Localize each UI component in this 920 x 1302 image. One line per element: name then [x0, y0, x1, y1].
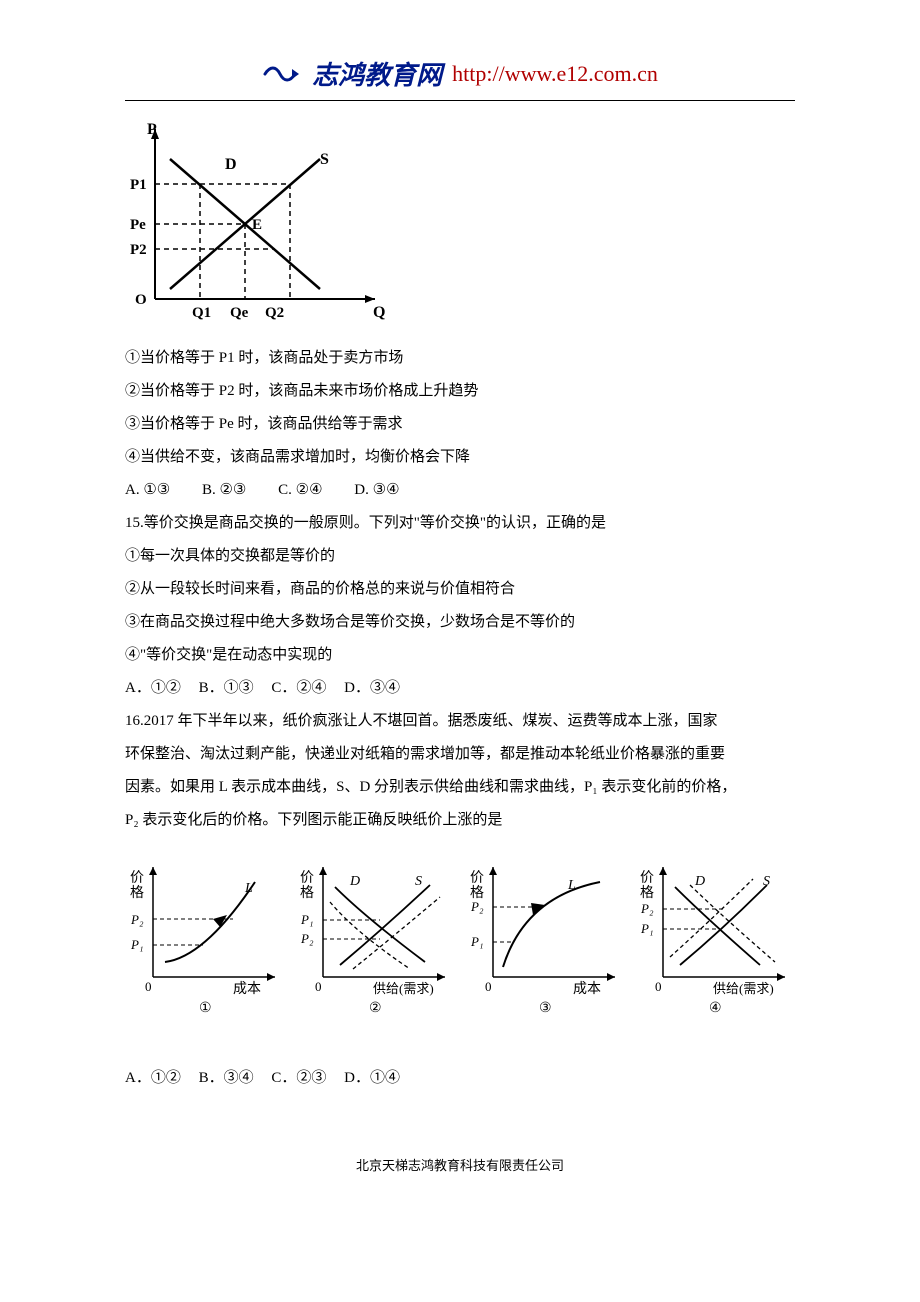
svg-text:P: P — [147, 121, 157, 138]
q14-statement-4: ④当供给不变，该商品需求增加时，均衡价格会下降 — [125, 441, 795, 474]
mini-chart-1: 价 格 P₂ P₁ 0 成本 L ① — [125, 857, 285, 1022]
svg-text:Qe: Qe — [230, 305, 249, 321]
svg-text:价: 价 — [130, 870, 144, 886]
svg-text:L: L — [244, 881, 253, 896]
q15-statement-4: ④"等价交换"是在动态中实现的 — [125, 639, 795, 672]
svg-text:E: E — [252, 217, 262, 233]
document-content: P P1 Pe P2 O Q1 Qe Q2 Q D S E ①当价格等于 P1 … — [125, 119, 795, 1095]
q16-stem-line2: 环保整治、淘汰过剩产能，快递业对纸箱的需求增加等，都是推动本轮纸业价格暴涨的重要 — [125, 738, 795, 771]
svg-text:0: 0 — [655, 979, 662, 994]
svg-text:P₂: P₂ — [640, 901, 654, 916]
q16-option-c: C．②③ — [271, 1062, 326, 1095]
svg-text:0: 0 — [145, 979, 152, 994]
mini-chart-2: 价 格 P₁ P₂ 0 供给(需求) D S ② — [295, 857, 455, 1022]
svg-text:0: 0 — [315, 979, 322, 994]
q14-options: A. ①③ B. ②③ C. ②④ D. ③④ — [125, 474, 795, 507]
svg-text:价: 价 — [470, 870, 484, 886]
svg-text:Q1: Q1 — [192, 305, 211, 321]
q16-option-d: D．①④ — [344, 1062, 400, 1095]
q14-statement-1: ①当价格等于 P1 时，该商品处于卖方市场 — [125, 342, 795, 375]
brand-text: 志鸿教育网 — [312, 55, 442, 92]
svg-text:供给(需求): 供给(需求) — [713, 981, 774, 996]
svg-text:L: L — [567, 878, 576, 893]
svg-text:价: 价 — [300, 870, 314, 886]
svg-text:D: D — [694, 874, 705, 889]
q15-option-c: C．②④ — [271, 672, 326, 705]
svg-text:S: S — [415, 874, 422, 889]
header-inner: 志鸿教育网 http://www.e12.com.cn — [262, 55, 658, 92]
q15-stem: 15.等价交换是商品交换的一般原则。下列对"等价交换"的认识，正确的是 — [125, 507, 795, 540]
mini-chart-3: 价 格 P₂ P₁ 0 成本 L ③ — [465, 857, 625, 1022]
page-header: 志鸿教育网 http://www.e12.com.cn — [125, 55, 795, 101]
q15-options: A．①② B．①③ C．②④ D．③④ — [125, 672, 795, 705]
svg-text:供给(需求): 供给(需求) — [373, 981, 434, 996]
svg-text:④: ④ — [709, 1001, 722, 1016]
logo-icon — [262, 61, 302, 87]
svg-text:D: D — [225, 156, 237, 173]
svg-text:P1: P1 — [130, 177, 147, 193]
svg-text:②: ② — [369, 1001, 382, 1016]
svg-text:P₁: P₁ — [130, 937, 143, 952]
q16-stem-line1: 16.2017 年下半年以来，纸价疯涨让人不堪回首。据悉废纸、煤炭、运费等成本上… — [125, 705, 795, 738]
q14-statement-2: ②当价格等于 P2 时，该商品未来市场价格成上升趋势 — [125, 375, 795, 408]
page-footer: 北京天梯志鸿教育科技有限责任公司 — [125, 1155, 795, 1174]
mini-charts-row: 价 格 P₂ P₁ 0 成本 L ① — [125, 857, 795, 1022]
svg-text:③: ③ — [539, 1001, 552, 1016]
q14-option-c: C. ②④ — [278, 474, 322, 507]
supply-demand-chart: P P1 Pe P2 O Q1 Qe Q2 Q D S E — [125, 119, 795, 334]
svg-text:成本: 成本 — [233, 981, 261, 997]
q15-option-b: B．①③ — [199, 672, 254, 705]
q16-option-a: A．①② — [125, 1062, 181, 1095]
q15-statement-3: ③在商品交换过程中绝大多数场合是等价交换，少数场合是不等价的 — [125, 606, 795, 639]
svg-text:①: ① — [199, 1001, 212, 1016]
svg-text:格: 格 — [640, 885, 654, 901]
q14-option-a: A. ①③ — [125, 474, 170, 507]
svg-text:P₂: P₂ — [470, 899, 484, 914]
q14-option-d: D. ③④ — [354, 474, 399, 507]
svg-text:P₁: P₁ — [470, 934, 483, 949]
svg-text:P₁: P₁ — [300, 912, 313, 927]
q16-options: A．①② B．③④ C．②③ D．①④ — [125, 1062, 795, 1095]
svg-text:Pe: Pe — [130, 217, 146, 233]
svg-text:Q2: Q2 — [265, 305, 284, 321]
header-url: http://www.e12.com.cn — [452, 61, 658, 87]
svg-text:格: 格 — [130, 885, 144, 901]
q15-statement-2: ②从一段较长时间来看，商品的价格总的来说与价值相符合 — [125, 573, 795, 606]
svg-text:价: 价 — [640, 870, 654, 886]
svg-text:P₁: P₁ — [640, 921, 653, 936]
svg-text:P₂: P₂ — [130, 912, 144, 927]
svg-text:P2: P2 — [130, 242, 147, 258]
svg-text:O: O — [135, 292, 147, 308]
q14-option-b: B. ②③ — [202, 474, 246, 507]
q16-option-b: B．③④ — [199, 1062, 254, 1095]
q16-stem-line4: P₂ 表示变化后的价格。下列图示能正确反映纸价上涨的是 — [125, 804, 795, 837]
svg-text:S: S — [763, 874, 770, 889]
q15-option-d: D．③④ — [344, 672, 400, 705]
q16-stem-line3: 因素。如果用 L 表示成本曲线，S、D 分别表示供给曲线和需求曲线，P₁ 表示变… — [125, 771, 795, 804]
svg-text:Q: Q — [373, 304, 385, 321]
svg-text:格: 格 — [300, 885, 314, 901]
document-page: 志鸿教育网 http://www.e12.com.cn — [0, 0, 920, 1214]
svg-text:P₂: P₂ — [300, 931, 314, 946]
svg-text:成本: 成本 — [573, 981, 601, 997]
svg-text:0: 0 — [485, 979, 492, 994]
mini-chart-4: 价 格 P₂ P₁ 0 供给(需求) D S ④ — [635, 857, 795, 1022]
svg-text:S: S — [320, 151, 329, 168]
q14-statement-3: ③当价格等于 Pe 时，该商品供给等于需求 — [125, 408, 795, 441]
q15-statement-1: ①每一次具体的交换都是等价的 — [125, 540, 795, 573]
q15-option-a: A．①② — [125, 672, 181, 705]
svg-text:D: D — [349, 874, 360, 889]
